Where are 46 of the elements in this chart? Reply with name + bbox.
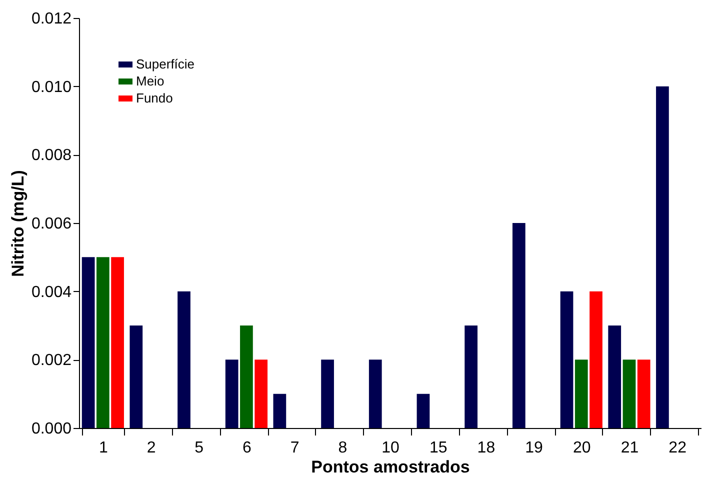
- legend-label: Superfície: [136, 56, 195, 72]
- y-tick-label: 0.010: [31, 78, 72, 96]
- x-tick-label: 10: [382, 440, 400, 456]
- x-tick-label: 1: [98, 440, 108, 456]
- y-tick-label: 0.008: [31, 147, 72, 164]
- x-tick-label: 21: [620, 440, 639, 456]
- bar: [637, 360, 650, 428]
- bar: [130, 326, 143, 428]
- y-tick-label: 0.012: [31, 10, 72, 28]
- y-axis-title: Nitrito (mg/L): [8, 170, 28, 277]
- bar: [178, 291, 190, 428]
- x-tick-label: 15: [429, 440, 448, 456]
- bar: [560, 291, 574, 428]
- bar: [225, 360, 238, 428]
- x-tick-label: 2: [146, 440, 156, 456]
- bar: [464, 326, 478, 428]
- bar: [321, 360, 334, 428]
- bar: [656, 86, 669, 428]
- x-tick-label: 5: [194, 440, 204, 456]
- x-tick-label: 19: [525, 440, 544, 456]
- y-tick-label: 0.006: [31, 216, 72, 232]
- bar: [608, 326, 622, 428]
- bar: [273, 394, 286, 428]
- bar: [96, 257, 110, 428]
- legend-label: Meio: [136, 74, 164, 88]
- x-tick-label: 20: [572, 440, 591, 456]
- y-tick-label: 0.000: [31, 420, 72, 438]
- bar: [590, 291, 602, 428]
- bar: [574, 360, 588, 428]
- legend-label: Fundo: [136, 90, 173, 106]
- bar: [368, 360, 382, 428]
- bar: [82, 257, 95, 428]
- bar: [622, 360, 636, 428]
- bar: [512, 223, 526, 428]
- bar: [416, 394, 430, 428]
- x-tick-label: 18: [477, 440, 496, 456]
- x-axis-title: Pontos amostrados: [311, 458, 470, 476]
- x-tick-label: 8: [338, 440, 348, 456]
- x-tick-label: 7: [290, 440, 300, 456]
- x-tick-label: 22: [668, 440, 687, 456]
- bar: [240, 326, 253, 428]
- y-tick-label: 0.004: [31, 284, 72, 301]
- x-tick-label: 6: [242, 440, 252, 456]
- bar: [111, 257, 124, 428]
- bar: [254, 360, 268, 428]
- y-tick-label: 0.002: [31, 352, 72, 370]
